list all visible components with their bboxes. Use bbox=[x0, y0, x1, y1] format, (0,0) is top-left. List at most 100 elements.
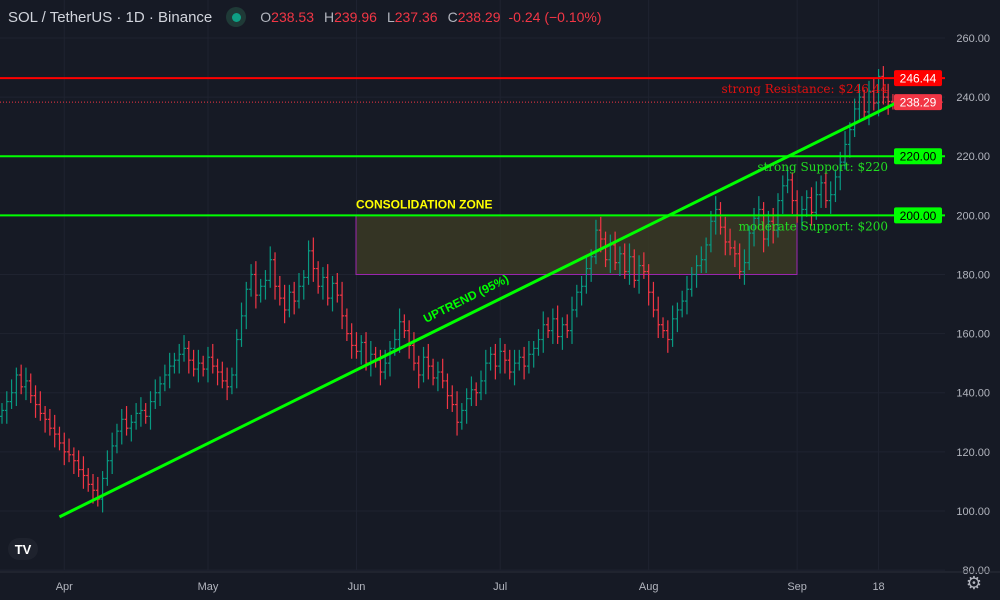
ohlc-bar bbox=[426, 343, 431, 380]
ohlc-bar bbox=[771, 207, 776, 244]
ohlc-bar bbox=[498, 338, 503, 374]
open-value: 238.53 bbox=[271, 9, 314, 25]
ohlc-bar bbox=[756, 196, 761, 226]
ohlc-bar bbox=[263, 270, 268, 300]
ohlc-bar bbox=[201, 355, 206, 377]
ohlc-bar bbox=[143, 403, 148, 424]
ohlc-bar bbox=[675, 302, 680, 333]
level-price-tag-bg bbox=[894, 148, 942, 165]
ohlc-bar bbox=[33, 385, 38, 418]
ohlc-bar bbox=[191, 349, 196, 377]
ohlc-bar bbox=[19, 364, 24, 395]
close-label: C bbox=[447, 9, 458, 25]
ohlc-bar bbox=[440, 358, 445, 389]
ohlc-bar bbox=[742, 249, 747, 285]
high-value: 239.96 bbox=[334, 9, 377, 25]
ohlc-bar bbox=[646, 264, 651, 306]
ohlc-bar bbox=[819, 175, 824, 208]
ohlc-bar bbox=[661, 317, 666, 339]
ohlc-bar bbox=[258, 278, 263, 303]
ohlc-bar bbox=[474, 382, 479, 407]
ohlc-bar bbox=[593, 219, 598, 265]
ohlc-bar bbox=[445, 373, 450, 409]
ohlc-bar bbox=[732, 240, 737, 268]
ohlc-bar bbox=[431, 358, 436, 386]
ohlc-bar bbox=[86, 468, 91, 492]
price-axis bbox=[945, 0, 1000, 600]
ohlc-bar bbox=[689, 267, 694, 297]
ohlc-bar bbox=[306, 240, 311, 285]
ohlc-bar bbox=[162, 364, 167, 392]
ohlc-bar bbox=[9, 379, 14, 409]
market-status-dot-icon bbox=[226, 7, 247, 27]
level-price-tag: 220.00 bbox=[900, 150, 937, 164]
ohlc-bar bbox=[584, 255, 589, 294]
ohlc-bar bbox=[95, 476, 100, 507]
ohlc-bar bbox=[665, 320, 670, 353]
ohlc-bar bbox=[843, 131, 848, 170]
gear-icon[interactable]: ⚙ bbox=[965, 573, 982, 593]
ohlc-bar bbox=[148, 391, 153, 430]
ohlc-bar bbox=[402, 314, 407, 339]
ohlc-bar bbox=[23, 367, 28, 401]
ohlc-bar bbox=[387, 340, 392, 377]
ohlc-bar bbox=[790, 172, 795, 214]
ohlc-bar bbox=[220, 361, 225, 389]
ohlc-bar bbox=[340, 281, 345, 330]
ohlc-bar bbox=[100, 471, 105, 513]
symbol-title[interactable]: SOL / TetherUS · 1D · Binance bbox=[8, 8, 213, 26]
ohlc-bar bbox=[627, 243, 632, 285]
ohlc-bar bbox=[684, 275, 689, 315]
ohlc-bar bbox=[296, 273, 301, 309]
ohlc-bar bbox=[81, 456, 86, 489]
y-tick-label: 200.00 bbox=[956, 210, 990, 222]
ohlc-bar bbox=[574, 284, 579, 318]
ohlc-bar bbox=[335, 273, 340, 303]
ohlc-bar bbox=[541, 311, 546, 353]
ohlc-bar bbox=[172, 352, 177, 374]
ohlc-bar bbox=[852, 98, 857, 138]
ohlc-bar bbox=[325, 264, 330, 306]
ohlc-bar bbox=[881, 66, 886, 105]
ohlc-bar bbox=[641, 252, 646, 279]
ohlc-bar bbox=[718, 202, 723, 235]
ohlc-bar bbox=[105, 450, 110, 486]
ohlc-bar bbox=[134, 403, 139, 430]
ohlc-bar bbox=[632, 249, 637, 288]
ohlc-bar bbox=[651, 281, 656, 318]
ohlc-bar bbox=[637, 255, 642, 294]
ohlc-bar bbox=[378, 349, 383, 386]
level-price-tag: 200.00 bbox=[900, 209, 937, 223]
ohlc-bar bbox=[416, 355, 421, 389]
level-text-support: strong Support: $220 bbox=[757, 160, 888, 174]
ohlc-bar bbox=[316, 261, 321, 294]
tradingview-logo[interactable]: TV bbox=[8, 538, 38, 560]
ohlc-bar bbox=[847, 122, 852, 158]
ohlc-bar bbox=[761, 202, 766, 253]
ohlc-bar bbox=[560, 317, 565, 350]
ohlc-bar bbox=[857, 83, 862, 123]
ohlc-bar bbox=[110, 432, 115, 475]
ohlc-bar bbox=[186, 340, 191, 374]
ohlc-bar bbox=[43, 406, 48, 433]
ohlc-bar bbox=[507, 349, 512, 380]
ohlc-bar bbox=[225, 367, 230, 401]
x-tick-label: May bbox=[198, 581, 219, 593]
y-tick-label: 100.00 bbox=[956, 506, 990, 518]
ohlc-bar bbox=[570, 296, 575, 344]
ohlc-bar bbox=[469, 376, 474, 407]
ohlc-bar bbox=[555, 305, 560, 344]
ohlc-bar bbox=[862, 89, 867, 120]
ohlc-bar bbox=[517, 349, 522, 371]
ohlc-bar bbox=[502, 343, 507, 374]
ohlc-bar bbox=[330, 275, 335, 312]
ohlc-bar bbox=[603, 231, 608, 268]
x-tick-label: 18 bbox=[872, 581, 884, 593]
ohlc-bar bbox=[747, 225, 752, 271]
ohlc-bar bbox=[158, 376, 163, 407]
ohlc-bar bbox=[699, 246, 704, 274]
ohlc-bar bbox=[38, 391, 43, 421]
ohlc-bar bbox=[287, 284, 292, 318]
